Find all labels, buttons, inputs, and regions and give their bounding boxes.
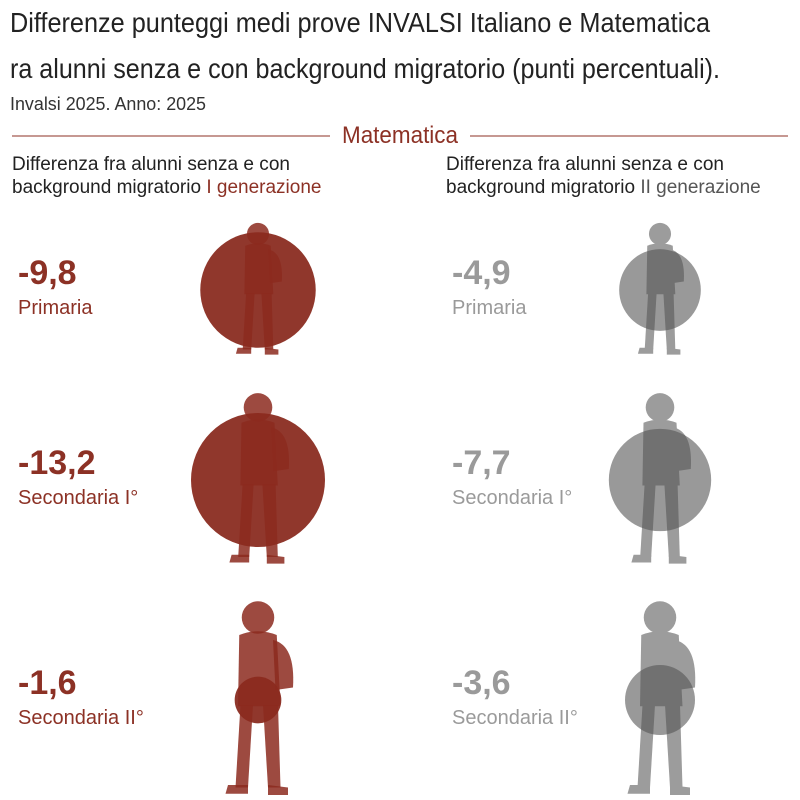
column-heading: Differenza fra alunni senza e con [12,154,290,175]
level-label: Secondaria I° [18,487,138,509]
value-label: -4,9 [452,254,511,292]
heading-highlight: II generazione [640,177,760,198]
title: ra alunni senza e con background migrato… [10,53,720,84]
heading-highlight: I generazione [206,177,321,198]
value-circle [619,249,701,331]
section-title: Matematica [342,122,459,149]
heading-text: background migratorio [446,177,635,198]
panels: Differenza fra alunni senza e conbackgro… [12,154,761,795]
level-label: Secondaria I° [452,487,572,509]
level-label: Primaria [452,297,527,319]
heading-text: background migratorio [12,177,201,198]
level-label: Secondaria II° [452,707,578,729]
value-label: -13,2 [18,444,96,482]
level-label: Primaria [18,297,93,319]
value-label: -9,8 [18,254,77,292]
subtitle: Invalsi 2025. Anno: 2025 [10,94,206,114]
column-heading: background migratorio I generazione [12,177,321,198]
value-label: -1,6 [18,664,77,702]
value-label: -7,7 [452,444,511,482]
column-heading: background migratorio II generazione [446,177,761,198]
level-label: Secondaria II° [18,707,144,729]
value-circle [625,665,695,735]
value-circle [608,428,712,532]
column-heading: Differenza fra alunni senza e con [446,154,724,175]
title: Differenze punteggi medi prove INVALSI I… [10,7,710,38]
value-label: -3,6 [452,664,511,702]
